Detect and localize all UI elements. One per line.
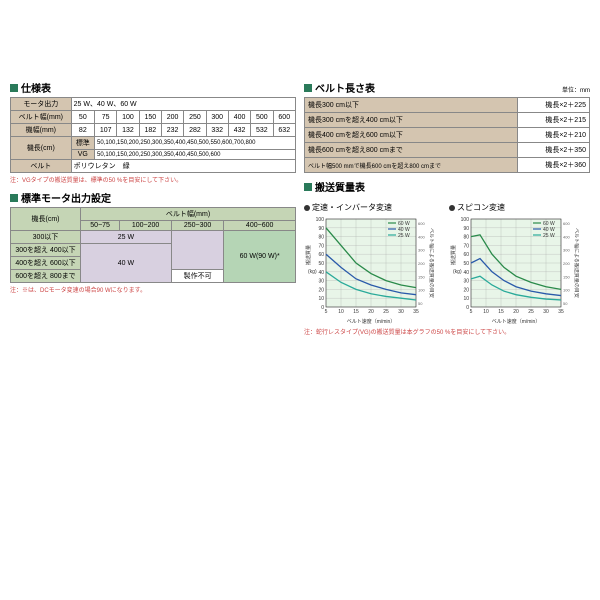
svg-text:20: 20 <box>318 287 324 293</box>
svg-text:90: 90 <box>318 226 324 232</box>
svg-text:15: 15 <box>353 309 359 315</box>
chart-1: 定速・インバータ変速 01020304050607080901005101520… <box>304 202 445 325</box>
svg-text:80: 80 <box>318 235 324 241</box>
svg-text:5: 5 <box>470 309 473 315</box>
svg-text:搬送質量: 搬送質量 <box>450 245 457 265</box>
svg-text:ベルト幅による搬送質量の目安: ベルト幅による搬送質量の目安 <box>428 228 434 298</box>
svg-text:70: 70 <box>463 243 469 249</box>
svg-text:50: 50 <box>563 301 568 306</box>
belt-title: ベルト長さ表 <box>304 80 375 95</box>
svg-text:35: 35 <box>558 309 564 315</box>
svg-text:50: 50 <box>318 261 324 267</box>
svg-text:300: 300 <box>563 248 570 253</box>
svg-text:100: 100 <box>316 217 325 223</box>
svg-text:400: 400 <box>418 234 425 239</box>
svg-text:10: 10 <box>338 309 344 315</box>
svg-text:100: 100 <box>418 288 425 293</box>
svg-text:ベルト速度（m/min）: ベルト速度（m/min） <box>347 318 396 325</box>
svg-text:40: 40 <box>318 270 324 276</box>
belt-length-table: 機長300 cm以下機長×2＋225 機長300 cmを超え400 cm以下機長… <box>304 97 590 173</box>
svg-text:5: 5 <box>325 309 328 315</box>
svg-text:35: 35 <box>413 309 419 315</box>
svg-text:100: 100 <box>461 217 470 223</box>
svg-text:20: 20 <box>463 287 469 293</box>
svg-text:15: 15 <box>498 309 504 315</box>
svg-text:20: 20 <box>513 309 519 315</box>
svg-text:25: 25 <box>528 309 534 315</box>
svg-text:10: 10 <box>483 309 489 315</box>
svg-text:30: 30 <box>398 309 404 315</box>
spec-table: モータ出力25 W、40 W、60 W ベルト幅(mm)507510015020… <box>10 97 296 173</box>
svg-text:(kg): (kg) <box>308 269 317 275</box>
chart-note: 注：蛇行レスタイプ(VG)の搬送質量は本グラフの50 %を目安にして下さい。 <box>304 327 590 336</box>
output-title: 標準モータ出力設定 <box>10 190 296 205</box>
svg-text:10: 10 <box>318 296 324 302</box>
svg-text:600: 600 <box>418 221 425 226</box>
svg-text:60: 60 <box>463 252 469 258</box>
svg-text:搬送質量: 搬送質量 <box>305 245 312 265</box>
svg-text:30: 30 <box>318 279 324 285</box>
svg-text:150: 150 <box>563 274 570 279</box>
svg-text:80: 80 <box>463 235 469 241</box>
svg-text:90: 90 <box>463 226 469 232</box>
svg-text:400: 400 <box>563 234 570 239</box>
svg-text:60: 60 <box>318 252 324 258</box>
svg-text:ベルト幅による搬送質量の目安: ベルト幅による搬送質量の目安 <box>573 228 579 298</box>
spec-title: 仕様表 <box>10 80 296 95</box>
svg-text:600: 600 <box>563 221 570 226</box>
transport-title: 搬送質量表 <box>304 179 590 194</box>
svg-text:40: 40 <box>463 270 469 276</box>
svg-text:100: 100 <box>563 288 570 293</box>
svg-text:10: 10 <box>463 296 469 302</box>
svg-text:200: 200 <box>418 261 425 266</box>
svg-text:150: 150 <box>418 274 425 279</box>
svg-text:50: 50 <box>463 261 469 267</box>
output-table: 機長(cm)ベルト幅(mm) 50~75100~200250~300400~60… <box>10 207 296 283</box>
svg-text:30: 30 <box>543 309 549 315</box>
chart-2: スピコン変速 010203040506070809010051015202530… <box>449 202 590 325</box>
svg-text:25 W: 25 W <box>398 233 410 239</box>
svg-text:(kg): (kg) <box>453 269 462 275</box>
svg-text:20: 20 <box>368 309 374 315</box>
spec-note: 注：VGタイプの搬送質量は、標準の50 %を目安にして下さい。 <box>10 175 296 184</box>
svg-text:300: 300 <box>418 248 425 253</box>
svg-text:25: 25 <box>383 309 389 315</box>
svg-text:50: 50 <box>418 301 423 306</box>
svg-text:ベルト速度（m/min）: ベルト速度（m/min） <box>492 318 541 325</box>
svg-text:30: 30 <box>463 279 469 285</box>
svg-text:200: 200 <box>563 261 570 266</box>
output-note: 注：※は、DCモータ変速の場合90 Wになります。 <box>10 285 296 294</box>
svg-text:25 W: 25 W <box>543 233 555 239</box>
svg-text:70: 70 <box>318 243 324 249</box>
